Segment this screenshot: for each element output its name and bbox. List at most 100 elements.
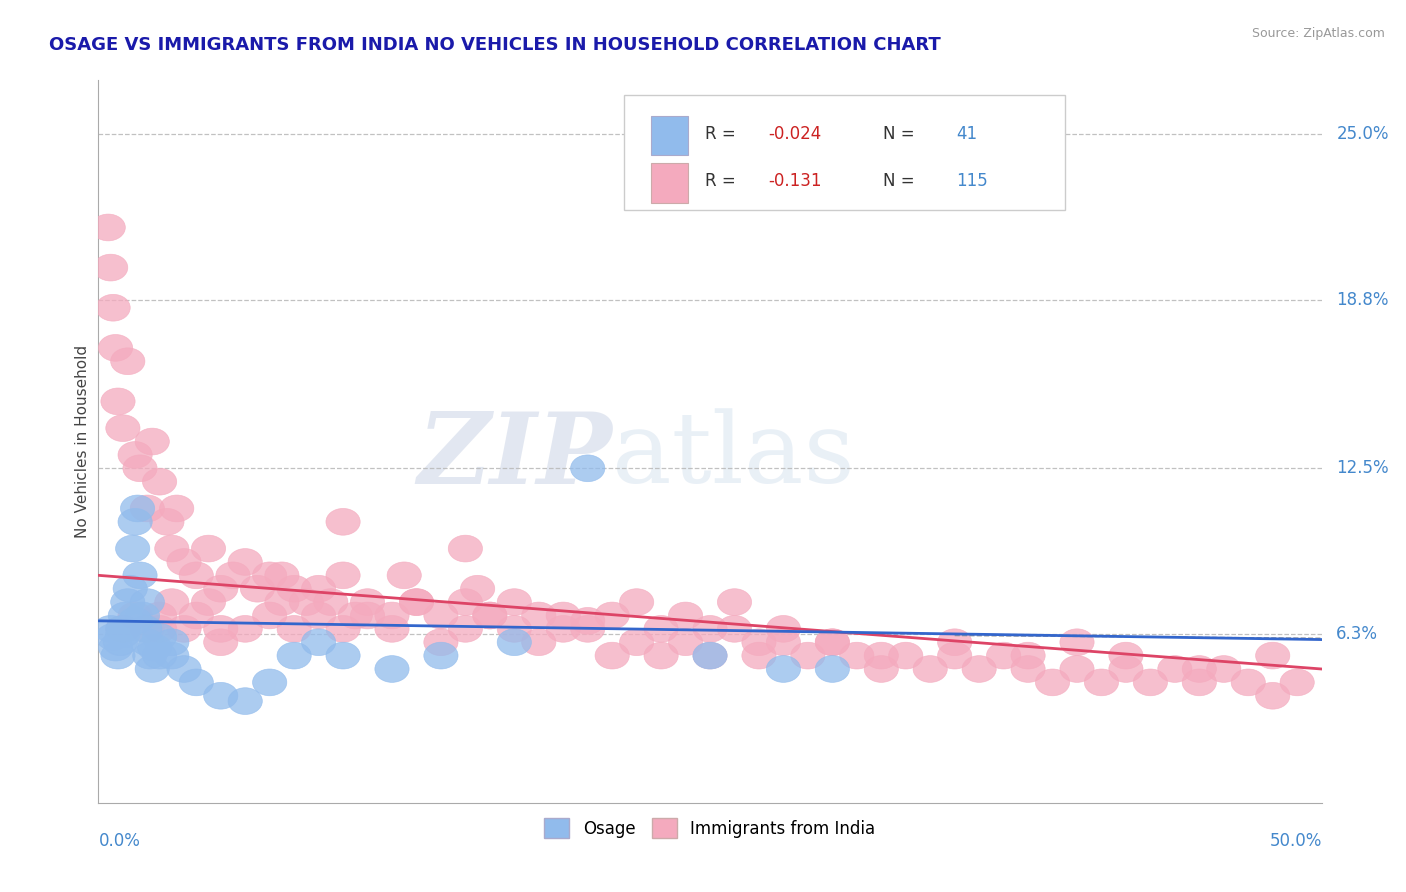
- FancyBboxPatch shape: [651, 163, 688, 203]
- Ellipse shape: [423, 602, 458, 629]
- Ellipse shape: [118, 607, 152, 634]
- Ellipse shape: [815, 629, 849, 656]
- Ellipse shape: [423, 642, 458, 669]
- Ellipse shape: [693, 615, 727, 642]
- Ellipse shape: [264, 589, 299, 615]
- Ellipse shape: [105, 615, 141, 642]
- Ellipse shape: [142, 468, 177, 495]
- Text: -0.131: -0.131: [769, 172, 823, 190]
- Ellipse shape: [595, 602, 630, 629]
- Ellipse shape: [865, 642, 898, 669]
- Ellipse shape: [326, 508, 360, 535]
- Ellipse shape: [693, 642, 727, 669]
- Ellipse shape: [1133, 669, 1167, 696]
- Ellipse shape: [839, 642, 875, 669]
- Ellipse shape: [1182, 656, 1216, 682]
- Text: 115: 115: [956, 172, 987, 190]
- Ellipse shape: [595, 642, 630, 669]
- Ellipse shape: [155, 642, 188, 669]
- Ellipse shape: [546, 615, 581, 642]
- Ellipse shape: [1206, 656, 1241, 682]
- Ellipse shape: [118, 508, 152, 535]
- Ellipse shape: [150, 508, 184, 535]
- Ellipse shape: [938, 642, 972, 669]
- Ellipse shape: [571, 455, 605, 482]
- Ellipse shape: [301, 575, 336, 602]
- Ellipse shape: [204, 682, 238, 709]
- Ellipse shape: [96, 294, 131, 321]
- Ellipse shape: [1011, 642, 1045, 669]
- Ellipse shape: [160, 495, 194, 522]
- Text: 50.0%: 50.0%: [1270, 831, 1322, 850]
- Text: 6.3%: 6.3%: [1336, 625, 1378, 643]
- Ellipse shape: [498, 615, 531, 642]
- Text: 25.0%: 25.0%: [1336, 125, 1389, 143]
- Ellipse shape: [1256, 682, 1289, 709]
- Ellipse shape: [142, 642, 177, 669]
- Ellipse shape: [122, 562, 157, 589]
- Ellipse shape: [142, 602, 177, 629]
- Ellipse shape: [131, 495, 165, 522]
- Ellipse shape: [122, 455, 157, 482]
- Text: Source: ZipAtlas.com: Source: ZipAtlas.com: [1251, 27, 1385, 40]
- Ellipse shape: [217, 562, 250, 589]
- Ellipse shape: [620, 629, 654, 656]
- Ellipse shape: [742, 642, 776, 669]
- Ellipse shape: [301, 629, 336, 656]
- Ellipse shape: [101, 642, 135, 669]
- Ellipse shape: [326, 615, 360, 642]
- Ellipse shape: [326, 642, 360, 669]
- Ellipse shape: [668, 629, 703, 656]
- Ellipse shape: [228, 688, 263, 714]
- Ellipse shape: [264, 562, 299, 589]
- Ellipse shape: [644, 615, 678, 642]
- Ellipse shape: [742, 629, 776, 656]
- Text: 41: 41: [956, 125, 977, 143]
- Text: ZIP: ZIP: [418, 408, 612, 504]
- Ellipse shape: [155, 629, 188, 656]
- Ellipse shape: [472, 602, 508, 629]
- Ellipse shape: [766, 615, 800, 642]
- Ellipse shape: [399, 589, 433, 615]
- FancyBboxPatch shape: [651, 116, 688, 155]
- Ellipse shape: [240, 575, 274, 602]
- Ellipse shape: [498, 629, 531, 656]
- Ellipse shape: [155, 589, 188, 615]
- Ellipse shape: [1060, 656, 1094, 682]
- Ellipse shape: [167, 549, 201, 575]
- Ellipse shape: [571, 607, 605, 634]
- Ellipse shape: [131, 615, 165, 642]
- Ellipse shape: [301, 602, 336, 629]
- Ellipse shape: [138, 634, 172, 661]
- Ellipse shape: [135, 656, 169, 682]
- Ellipse shape: [522, 629, 555, 656]
- Y-axis label: No Vehicles in Household: No Vehicles in Household: [75, 345, 90, 538]
- Ellipse shape: [94, 615, 128, 642]
- Ellipse shape: [135, 428, 169, 455]
- Ellipse shape: [620, 589, 654, 615]
- Ellipse shape: [142, 624, 177, 650]
- Ellipse shape: [108, 602, 142, 629]
- Ellipse shape: [399, 589, 433, 615]
- Ellipse shape: [912, 656, 948, 682]
- Ellipse shape: [449, 615, 482, 642]
- Ellipse shape: [179, 669, 214, 696]
- Ellipse shape: [1060, 629, 1094, 656]
- Ellipse shape: [717, 615, 752, 642]
- Ellipse shape: [717, 589, 752, 615]
- Ellipse shape: [987, 642, 1021, 669]
- Ellipse shape: [204, 615, 238, 642]
- Text: N =: N =: [883, 125, 920, 143]
- Ellipse shape: [472, 602, 508, 629]
- Text: 0.0%: 0.0%: [98, 831, 141, 850]
- Ellipse shape: [94, 254, 128, 281]
- Ellipse shape: [815, 656, 849, 682]
- Ellipse shape: [204, 629, 238, 656]
- Ellipse shape: [350, 602, 385, 629]
- Ellipse shape: [105, 615, 141, 642]
- Ellipse shape: [131, 589, 165, 615]
- Ellipse shape: [889, 642, 922, 669]
- Ellipse shape: [423, 629, 458, 656]
- Ellipse shape: [101, 388, 135, 415]
- Ellipse shape: [105, 415, 141, 442]
